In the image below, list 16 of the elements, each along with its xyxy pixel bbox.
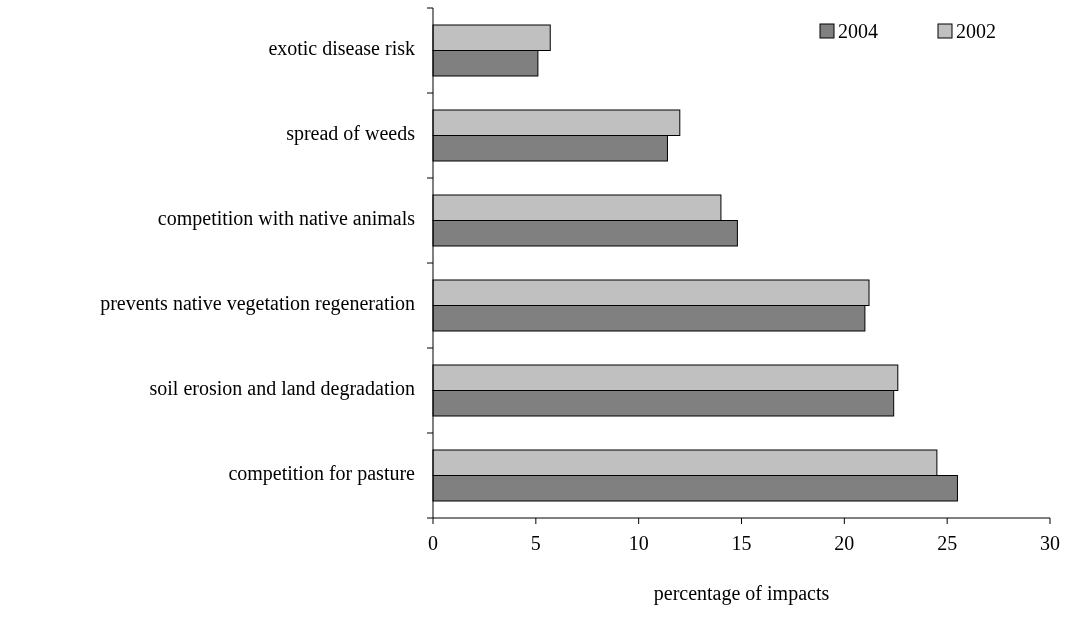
x-tick-label: 20 [834,532,855,554]
x-tick-label: 0 [428,532,438,554]
y-tick-label: exotic disease risk [268,37,415,60]
y-tick-label: prevents native vegetation regeneration [100,292,415,316]
x-tick-label: 25 [937,532,958,554]
x-tick-label: 10 [628,532,649,554]
y-tick-label: competition with native animals [157,207,416,231]
y-tick-label: competition for pasture [228,462,416,486]
x-tick-label: 30 [1040,532,1060,554]
y-tick-label: spread of weeds [286,122,416,146]
legend-label: 2004 [838,20,878,42]
legend-label: 2002 [956,20,996,42]
y-tick-label: soil erosion and land degradation [149,377,415,401]
x-tick-label: 5 [530,532,541,554]
x-tick-label: 15 [731,532,752,554]
x-axis-title: percentage of impacts [653,582,830,605]
